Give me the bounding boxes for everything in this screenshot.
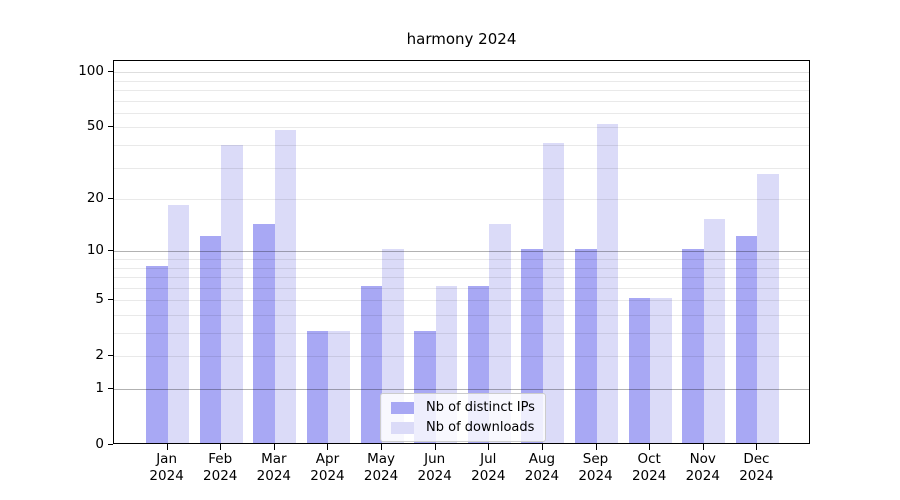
x-tick-label-may: May 2024: [363, 451, 399, 484]
bar-downloads-oct: [650, 298, 672, 443]
bars-layer: [114, 61, 809, 443]
bar-ips-nov: [682, 249, 704, 443]
y-tick-label-5: 5: [95, 291, 104, 308]
y-tick-label-0: 0: [95, 436, 104, 452]
bar-ips-dec: [735, 235, 758, 443]
y-tick-label-10: 10: [86, 242, 104, 259]
x-tick-mark-dec: [756, 444, 758, 450]
x-tick-label-feb: Feb 2024: [203, 451, 238, 484]
legend-row-ips: Nb of distinct IPs: [391, 400, 535, 415]
chart-title: harmony 2024: [406, 30, 517, 48]
x-tick-label-mar: Mar 2024: [256, 451, 292, 484]
bar-downloads-feb: [221, 145, 243, 443]
bar-downloads-jul: [489, 224, 511, 443]
x-tick-label-oct: Oct 2024: [631, 451, 667, 484]
legend-label-downloads: Nb of downloads: [426, 420, 535, 435]
x-tick-label-nov: Nov 2024: [685, 451, 720, 484]
legend-row-downloads: Nb of downloads: [391, 420, 535, 435]
x-tick-mark-nov: [702, 444, 704, 450]
legend-swatch-downloads: [391, 421, 414, 434]
x-tick-mark-oct: [649, 444, 651, 450]
x-tick-label-dec: Dec 2024: [739, 451, 774, 484]
x-tick-mark-apr: [327, 444, 329, 450]
bar-downloads-jan: [167, 205, 190, 443]
bar-ips-oct: [628, 298, 651, 443]
y-tick-label-1: 1: [95, 380, 104, 396]
x-tick-mark-may: [381, 444, 383, 450]
y-tick-mark-1: [108, 388, 113, 389]
x-tick-mark-aug: [541, 444, 543, 450]
x-tick-label-apr: Apr 2024: [310, 451, 345, 484]
legend-label-ips: Nb of distinct IPs: [426, 400, 535, 415]
bar-ips-mar: [253, 224, 275, 443]
y-tick-mark-10: [108, 250, 113, 252]
y-tick-label-20: 20: [86, 190, 104, 207]
x-tick-mark-jan: [166, 444, 168, 450]
x-tick-label-sep: Sep 2024: [578, 451, 613, 484]
bar-downloads-sep: [596, 123, 618, 443]
x-tick-label-jun: Jun 2024: [417, 451, 452, 484]
y-tick-label-100: 100: [78, 63, 104, 80]
y-tick-mark-20: [108, 198, 113, 200]
bar-ips-sep: [575, 249, 597, 443]
x-tick-label-aug: Aug 2024: [524, 451, 560, 484]
bar-downloads-aug: [542, 143, 565, 443]
bar-downloads-dec: [757, 173, 779, 443]
bar-ips-apr: [307, 331, 329, 443]
bar-downloads-mar: [274, 130, 297, 443]
y-tick-mark-5: [108, 299, 113, 301]
plot-area: Nb of distinct IPs Nb of downloads: [113, 60, 810, 444]
y-tick-mark-50: [108, 126, 113, 128]
x-tick-mark-mar: [273, 444, 275, 450]
x-tick-mark-jul: [488, 444, 490, 450]
x-tick-mark-feb: [220, 444, 222, 450]
y-tick-label-2: 2: [95, 347, 104, 364]
bar-ips-may: [360, 285, 383, 443]
bar-ips-jan: [146, 265, 168, 443]
bar-ips-feb: [199, 235, 222, 443]
y-tick-label-50: 50: [86, 118, 104, 135]
y-tick-mark-100: [108, 71, 113, 73]
x-tick-label-jul: Jul 2024: [471, 451, 506, 484]
x-tick-mark-jun: [434, 444, 436, 450]
x-tick-mark-sep: [595, 444, 597, 450]
x-tick-label-jan: Jan 2024: [149, 451, 184, 484]
legend: Nb of distinct IPs Nb of downloads: [380, 393, 546, 442]
y-tick-mark-2: [108, 355, 113, 357]
legend-swatch-ips: [391, 401, 414, 414]
bar-downloads-nov: [703, 219, 726, 443]
bar-downloads-apr: [328, 331, 350, 443]
y-tick-mark-0: [108, 444, 113, 445]
